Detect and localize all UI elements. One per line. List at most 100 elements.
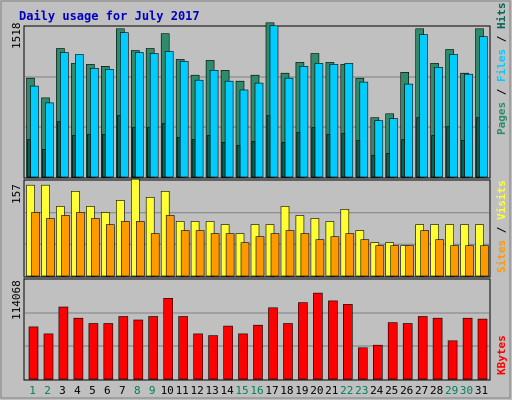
day-label: 5 — [89, 384, 96, 397]
sites-bar — [465, 245, 474, 277]
kbytes-bar — [298, 302, 308, 380]
sites-bar — [136, 221, 145, 277]
sites-bar — [375, 245, 385, 277]
kbytes-bar — [238, 333, 248, 380]
pages-bar — [281, 142, 286, 178]
pages-bar — [42, 149, 46, 178]
kbytes-bar — [133, 319, 144, 380]
pages-bar — [206, 135, 211, 178]
sites-bar — [121, 221, 130, 277]
legend-sep-3: / — [495, 226, 508, 233]
files-bar — [254, 82, 264, 178]
chart-title: Daily usage for July 2017 — [19, 9, 200, 23]
pages-bar — [371, 155, 376, 178]
pages-bar — [251, 141, 256, 178]
files-bar — [389, 118, 399, 178]
hits-panel-frame — [23, 25, 491, 179]
sites-bar — [405, 245, 415, 277]
legend-sites: Sites — [495, 240, 508, 273]
files-bar — [284, 77, 294, 178]
sites-bar — [91, 218, 100, 277]
pages-bar — [191, 139, 196, 178]
kbytes-bar — [313, 292, 323, 380]
sites-bar — [61, 215, 70, 277]
kbytes-bar — [178, 316, 188, 380]
day-label: 2 — [44, 384, 51, 397]
kbytes-bar — [283, 323, 293, 380]
kbytes-bar — [462, 317, 473, 380]
files-bar — [90, 68, 99, 178]
pages-bar — [296, 132, 301, 178]
legend-sep-2: / — [495, 35, 508, 42]
pages-bar — [461, 140, 465, 178]
hits-max-label: 1518 — [10, 23, 23, 50]
sites-bar — [435, 239, 444, 277]
visits-max-label: 157 — [10, 184, 23, 204]
kbytes-bar — [208, 335, 218, 380]
files-bar — [149, 53, 159, 178]
files-bar — [164, 51, 174, 178]
kbytes-bar — [223, 325, 233, 380]
sites-bar — [390, 245, 400, 277]
kbytes-bar — [387, 322, 398, 380]
kbytes-bar — [43, 333, 54, 380]
files-bar — [45, 102, 54, 178]
pages-bar — [102, 134, 106, 178]
pages-bar — [341, 133, 346, 178]
pages-bar — [27, 139, 31, 178]
sites-bar — [300, 233, 310, 277]
pages-bar — [236, 145, 241, 178]
files-bar — [179, 61, 189, 178]
day-label: 4 — [74, 384, 81, 397]
kbytes-bar — [402, 323, 413, 380]
legend-hits: Hits — [495, 3, 508, 30]
legend-visits: Visits — [495, 180, 508, 220]
legend-sep-1: / — [495, 88, 508, 95]
day-label: 7 — [119, 384, 126, 397]
day-label: 13 — [205, 384, 218, 397]
kbytes-panel-legend: KBytes — [495, 335, 508, 375]
files-bar — [224, 80, 234, 178]
sites-bar — [165, 215, 175, 277]
files-bar — [329, 64, 339, 178]
visits-panel-legend: Sites / Visits — [495, 180, 508, 273]
sites-bar — [240, 242, 250, 277]
visits-panel-frame — [23, 179, 491, 278]
kbytes-bar — [88, 323, 99, 380]
kbytes-bar — [357, 347, 368, 380]
pages-bar — [266, 115, 271, 178]
kbytes-bar — [28, 326, 39, 380]
day-label: 26 — [400, 384, 413, 397]
day-label: 18 — [280, 384, 293, 397]
pages-bar — [161, 123, 166, 178]
files-bar — [404, 83, 414, 178]
kbytes-bar — [342, 304, 353, 380]
pages-bar — [221, 142, 226, 178]
sites-bar — [360, 239, 370, 277]
visits-panel: 157 Sites / Visits — [10, 178, 508, 278]
files-bar — [120, 32, 129, 178]
hits-panel-legend: Pages / Files / Hits — [495, 3, 508, 136]
files-bar — [314, 63, 324, 178]
sites-bar — [315, 239, 325, 277]
pages-bar — [87, 134, 91, 178]
kbytes-bar — [268, 307, 278, 380]
pages-bar — [416, 117, 421, 178]
day-label: 30 — [460, 384, 473, 397]
day-label: 9 — [149, 384, 156, 397]
kbytes-bar — [328, 300, 338, 380]
day-label: 12 — [190, 384, 203, 397]
sites-bar — [31, 212, 40, 277]
day-label: 8 — [134, 384, 141, 397]
day-label: 16 — [250, 384, 263, 397]
day-label: 19 — [295, 384, 308, 397]
legend-kbytes: KBytes — [495, 335, 508, 375]
sites-bar — [285, 230, 295, 277]
day-label: 17 — [265, 384, 278, 397]
day-label: 3 — [59, 384, 66, 397]
day-label: 1 — [29, 384, 36, 397]
pages-bar — [117, 115, 121, 178]
kbytes-bar — [193, 333, 203, 380]
